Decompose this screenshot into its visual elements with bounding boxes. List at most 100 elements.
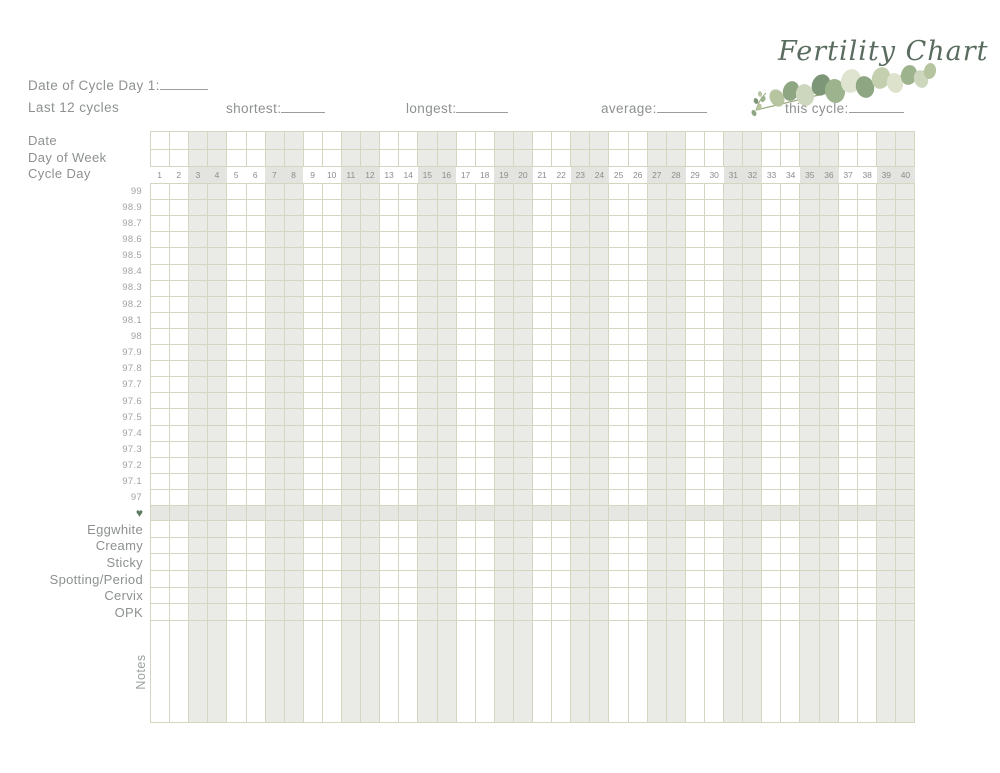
temperature-cell [704, 200, 724, 217]
notes-cell [246, 621, 266, 723]
cycle-day-number: 23 [570, 167, 590, 183]
temperature-cell [494, 489, 514, 506]
temperature-cell [571, 409, 591, 426]
temperature-cell [246, 489, 266, 506]
temperature-cell [609, 184, 629, 201]
temperature-cell [724, 328, 744, 345]
temperature-cell [724, 425, 744, 442]
temperature-cell [265, 280, 285, 297]
symptom-cell [609, 604, 629, 621]
heart-row-cell [743, 506, 763, 521]
symptom-cell [189, 521, 209, 538]
cycle-day-number: 3 [188, 167, 208, 183]
temperature-label: 97.6 [122, 395, 142, 407]
temperature-cell [170, 264, 190, 281]
date-dow-cell [781, 132, 801, 150]
date-dow-cell [418, 132, 438, 150]
date-dow-cell [399, 132, 419, 150]
date-dow-cell [838, 149, 858, 167]
temperature-cell [437, 409, 457, 426]
temperature-cell [494, 441, 514, 458]
temperature-cell [724, 377, 744, 394]
date-dow-cell [418, 149, 438, 167]
temperature-cell [342, 312, 362, 329]
temperature-cell [189, 377, 209, 394]
temperature-cell [227, 296, 247, 313]
temperature-cell [170, 232, 190, 249]
row-header-day-of-week: Day of Week [28, 150, 107, 165]
symptom-cell [475, 570, 495, 588]
temperature-cell [342, 200, 362, 217]
temperature-cell [819, 248, 839, 265]
temperature-cell [609, 280, 629, 297]
temperature-cell [456, 312, 476, 329]
temperature-cell [227, 489, 247, 506]
temperature-cell [494, 248, 514, 265]
temperature-cell [704, 345, 724, 362]
symptom-cell [322, 587, 342, 605]
cycle-day-number: 39 [876, 167, 896, 183]
symptom-cell [456, 587, 476, 605]
temperature-cell [647, 361, 667, 378]
cycle-day-number: 2 [176, 170, 182, 180]
temperature-cell [399, 345, 419, 362]
temperature-cell [361, 345, 381, 362]
symptom-cell [170, 521, 190, 538]
temperature-cell [704, 216, 724, 233]
temperature-cell [857, 264, 877, 281]
symptom-cell [647, 537, 667, 555]
heart-row-cell [342, 506, 362, 521]
temperature-cell [819, 393, 839, 410]
temperature-cell [724, 441, 744, 458]
heart-row-cell [361, 506, 381, 521]
temperature-cell [838, 377, 858, 394]
temperature-cell [151, 264, 171, 281]
heart-row-cell [590, 506, 610, 521]
temperature-cell [265, 425, 285, 442]
temperature-cell [322, 296, 342, 313]
temperature-cell [284, 361, 304, 378]
temperature-cell [170, 184, 190, 201]
temperature-cell [590, 457, 610, 474]
temperature-cell [857, 473, 877, 490]
temperature-cell [590, 377, 610, 394]
temperature-cell [762, 216, 782, 233]
date-dow-cell [322, 132, 342, 150]
temperature-label: 98.2 [122, 298, 142, 310]
temperature-cell [475, 457, 495, 474]
temperature-cell [265, 296, 285, 313]
temperature-cell [227, 184, 247, 201]
temperature-cell [437, 457, 457, 474]
date-dow-cell [838, 132, 858, 150]
temperature-label: 97.9 [122, 347, 142, 359]
symptom-cell [208, 587, 228, 605]
temperature-cell [342, 248, 362, 265]
temperature-cell [762, 441, 782, 458]
cycle-day-number: 27 [647, 167, 667, 183]
symptom-cell [284, 554, 304, 571]
date-dow-cell [819, 149, 839, 167]
temperature-cell [762, 409, 782, 426]
symptom-cell [342, 604, 362, 621]
temperature-cell [322, 345, 342, 362]
temperature-cell [552, 441, 572, 458]
symptom-cell [418, 587, 438, 605]
temperature-cell [685, 264, 705, 281]
notes-cell [265, 621, 285, 723]
date-dow-cell [456, 149, 476, 167]
symptom-cell [876, 554, 896, 571]
symptom-label: OPK [114, 605, 143, 621]
cycle-day-number: 32 [742, 167, 762, 183]
symptom-cell [819, 570, 839, 588]
temperature-cell [685, 473, 705, 490]
temperature-cell [666, 216, 686, 233]
temperature-cell [781, 441, 801, 458]
symptom-cell [533, 604, 553, 621]
temperature-cell [494, 280, 514, 297]
temperature-cell [685, 312, 705, 329]
date-dow-cell [475, 149, 495, 167]
temperature-cell [609, 312, 629, 329]
temperature-cell [666, 264, 686, 281]
date-dow-cell [628, 132, 648, 150]
temperature-cell [418, 393, 438, 410]
